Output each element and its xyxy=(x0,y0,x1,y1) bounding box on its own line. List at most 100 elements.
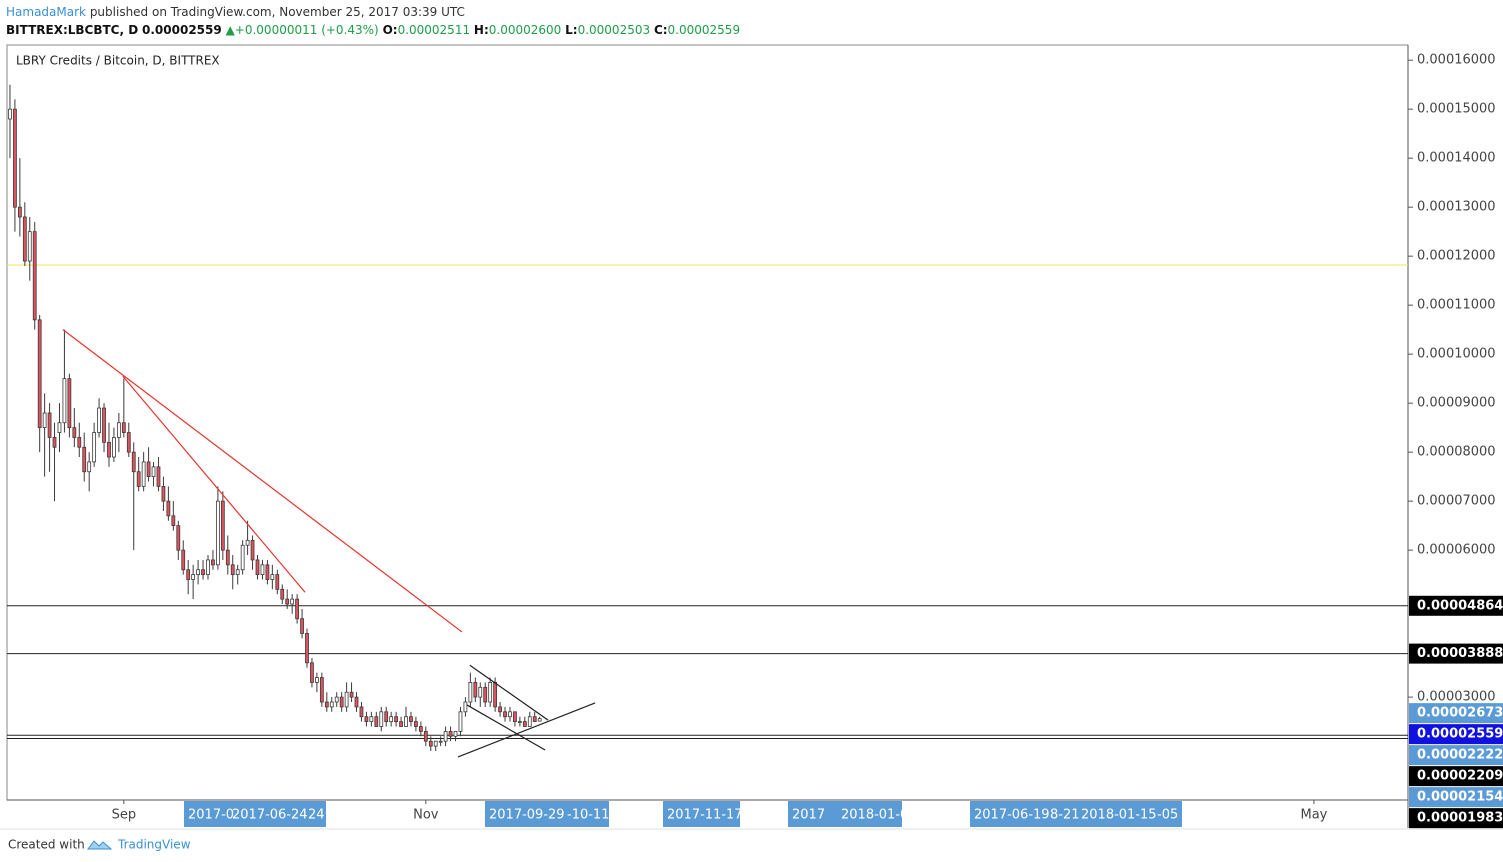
candle-body xyxy=(131,451,136,473)
candle-body xyxy=(92,432,97,463)
candle-body xyxy=(146,461,151,478)
candle-body xyxy=(13,108,17,208)
time-marker-label: -10-11 xyxy=(567,808,609,823)
candle-body xyxy=(32,231,37,321)
candle-body xyxy=(468,682,473,703)
price-label-box xyxy=(1409,766,1503,787)
price-label: 0.00001983 xyxy=(1417,811,1503,826)
candle-body xyxy=(423,731,428,742)
price-label: 0.00002673 xyxy=(1417,706,1503,721)
brand-logo[interactable] xyxy=(87,840,113,850)
trend-line xyxy=(466,704,546,751)
time-marker-label: 2018-01-01 xyxy=(841,808,917,823)
candle-body xyxy=(87,461,92,473)
candle-body xyxy=(433,740,438,747)
candle-body xyxy=(458,711,463,732)
candle-body xyxy=(72,427,77,438)
candle-body xyxy=(414,721,418,727)
candle-body xyxy=(349,691,354,698)
candle-body xyxy=(384,711,389,723)
candle-body xyxy=(37,319,42,429)
candle-body xyxy=(532,716,537,723)
time-marker-box xyxy=(970,801,1182,827)
h-label: H: xyxy=(473,23,489,37)
candle-body xyxy=(280,588,285,600)
candle-body xyxy=(305,633,309,664)
candle-body xyxy=(310,662,314,683)
candle-body xyxy=(319,677,324,703)
author[interactable]: HamadaMark xyxy=(6,5,86,19)
time-marker-label: 2017-09-29 xyxy=(489,808,565,823)
x-tick-label: Nov xyxy=(413,808,439,823)
publish-line: HamadaMark published on TradingView.com,… xyxy=(6,3,740,21)
y-tick-label: 0.00014000 xyxy=(1417,151,1496,166)
candle-body xyxy=(57,422,62,433)
candle-body xyxy=(176,525,181,551)
footer-brand[interactable]: TradingView xyxy=(117,838,191,852)
candle-body xyxy=(315,677,319,683)
candle-body xyxy=(270,574,275,580)
time-marker-box xyxy=(184,801,326,827)
candle-body xyxy=(329,701,334,708)
time-marker-label: 24 xyxy=(308,808,325,823)
time-marker-label: 2017-0 xyxy=(188,808,234,823)
candle-body xyxy=(22,216,27,262)
candle-body xyxy=(191,574,196,580)
candle-body xyxy=(527,716,532,727)
candle-body xyxy=(250,539,255,561)
y-tick-label: 0.00016000 xyxy=(1417,53,1496,68)
candle-body xyxy=(196,569,200,576)
candle-body xyxy=(62,378,67,424)
time-marker-box xyxy=(485,801,609,827)
candle-body xyxy=(339,696,344,708)
arrow: ▲ xyxy=(225,23,235,37)
candle-body xyxy=(324,701,329,708)
candle-body xyxy=(102,407,106,443)
candle-body xyxy=(418,726,423,732)
candle-body xyxy=(97,407,101,433)
header: HamadaMark published on TradingView.com,… xyxy=(6,3,740,39)
candle-body xyxy=(493,682,498,708)
y-tick-label: 0.00015000 xyxy=(1417,102,1496,117)
candle-body xyxy=(359,706,364,718)
candle-body xyxy=(517,721,522,724)
candle-body xyxy=(498,706,502,713)
y-tick-label: 0.00007000 xyxy=(1417,494,1496,509)
candle-body xyxy=(141,461,146,487)
candle-body xyxy=(126,432,131,453)
candle-body xyxy=(448,731,453,737)
y-tick-label: 0.00003000 xyxy=(1417,690,1496,705)
price-label-box xyxy=(1409,787,1503,808)
candle-body xyxy=(399,721,403,727)
y-tick-label: 0.00008000 xyxy=(1417,445,1496,460)
candle-body xyxy=(344,691,349,708)
o: 0.00002511 xyxy=(397,23,471,37)
candle-body xyxy=(255,559,260,576)
time-marker-box xyxy=(788,801,902,827)
candle-body xyxy=(394,716,398,723)
last: 0.00002559 xyxy=(142,23,222,37)
quote-line: BITTREX:LBCBTC, D 0.00002559 ▲+0.0000001… xyxy=(6,21,740,39)
candle-body xyxy=(156,466,161,487)
candle-body xyxy=(240,544,245,571)
candle-body xyxy=(295,598,299,620)
trend-line xyxy=(62,329,463,633)
candle-body xyxy=(245,539,250,546)
y-tick-label: 0.00009000 xyxy=(1417,396,1496,411)
candle-body xyxy=(404,716,408,727)
candle-body xyxy=(151,466,156,478)
y-tick-label: 0.00011000 xyxy=(1417,298,1496,313)
time-marker-label: -05 xyxy=(1157,808,1178,823)
l: 0.00002503 xyxy=(577,23,651,37)
candle-body xyxy=(300,618,304,634)
price-label: 0.00004864 xyxy=(1417,598,1503,613)
price-label: 0.00002222 xyxy=(1417,748,1503,763)
candle-body xyxy=(483,686,488,703)
l-label: L: xyxy=(565,23,578,37)
price-label-box xyxy=(1409,595,1503,616)
candle-body xyxy=(508,711,512,718)
candle-body xyxy=(290,598,295,605)
candle-body xyxy=(52,437,57,448)
candle-body xyxy=(171,515,176,527)
candle-body xyxy=(409,716,413,723)
